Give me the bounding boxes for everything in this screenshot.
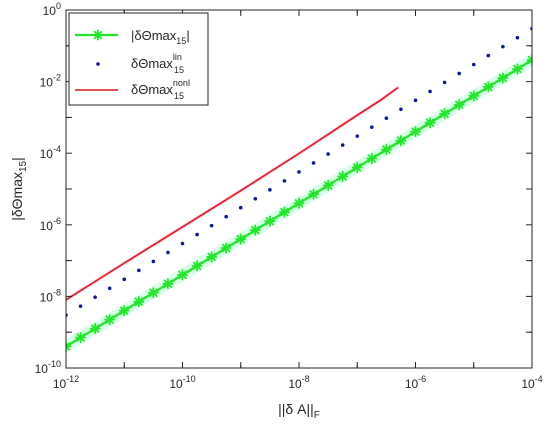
series-2-line [66, 86, 399, 301]
series-0-marker [511, 63, 523, 75]
series-0-marker [206, 251, 218, 263]
x-tick-label: 10-6 [405, 374, 426, 391]
series-0-marker [235, 233, 247, 245]
series-0-marker [526, 54, 532, 66]
series-1-point [122, 277, 127, 282]
series-1-point [399, 107, 403, 112]
series-0-marker [176, 269, 189, 281]
legend-label-lin: δΘmaxlin 15 [131, 52, 184, 75]
legend-entry-abs: |δΘmax15| [75, 28, 190, 46]
series-1-point [282, 179, 287, 183]
series-1-point [151, 259, 156, 264]
series-0-marker [264, 215, 276, 227]
y-tick-label: 10-4 [40, 144, 61, 161]
series-0-marker [118, 305, 130, 317]
series-0-marker [133, 296, 145, 308]
series-0-marker [89, 323, 101, 335]
series-0-marker [439, 108, 451, 120]
series-1-point [340, 143, 345, 147]
series-1-point [486, 53, 491, 58]
series-0-marker [453, 99, 465, 111]
series-0-marker [162, 278, 174, 290]
series-0-marker [468, 90, 480, 102]
legend-entry-nonl: δΘmaxnonl 15 [75, 78, 190, 101]
series-1-point [137, 268, 141, 273]
series-layer [66, 26, 532, 353]
series-0-marker [482, 81, 494, 93]
series-1-point [457, 71, 461, 76]
x-axis-label: ||δ A||F [278, 401, 320, 421]
series-1-point [253, 196, 258, 201]
series-0-marker [278, 206, 290, 218]
tick-layer: 10-12 10-10 10-8 10-6 10-410-1010-810-610-41… [35, 1, 543, 391]
series-1-point [166, 250, 170, 255]
series-1-point [93, 295, 97, 300]
legend-entry-lin: δΘmaxlin 15 [96, 52, 184, 75]
series-0-marker [147, 287, 159, 299]
series-1-point [195, 232, 199, 237]
y-tick-label: 100 [43, 1, 61, 18]
series-1-point [384, 116, 389, 121]
x-tick-label: 10-4 [521, 374, 542, 391]
series-1-point [515, 35, 520, 40]
series-0-marker [337, 170, 349, 182]
series-1-point [501, 44, 505, 49]
series-1-point [471, 62, 476, 67]
series-1-point [326, 152, 330, 156]
series-1-point [370, 125, 374, 129]
x-tick-label: 10-12 [53, 374, 79, 391]
y-tick-label: 10-2 [40, 73, 61, 90]
series-0-marker [380, 144, 392, 156]
legend: |δΘmax15| δΘmaxlin 15 δΘmaxnonl 15 [68, 12, 209, 106]
legend-label-abs: |δΘmax15| [131, 28, 190, 46]
series-1-point [209, 223, 214, 228]
series-1-point [297, 170, 301, 174]
series-1-point [311, 161, 316, 165]
series-0-marker [424, 117, 436, 129]
series-1-point [224, 214, 228, 219]
series-0-marker [409, 126, 422, 138]
legend-swatch-abs-marker [92, 29, 104, 41]
series-1-point [107, 286, 112, 291]
series-0-marker [395, 135, 407, 147]
series-1-point [268, 188, 272, 192]
series-1-point [238, 205, 243, 210]
legend-label-nonl: δΘmaxnonl 15 [131, 78, 190, 101]
series-0-marker [191, 260, 203, 272]
series-1-point [180, 241, 185, 246]
y-tick-label: 10-6 [40, 216, 61, 233]
series-0-marker [249, 224, 261, 236]
series-0-marker [322, 179, 334, 191]
y-tick-label: 10-8 [40, 287, 61, 304]
legend-star-glyph [92, 29, 104, 41]
series-0-marker [104, 314, 116, 326]
series-0-marker [75, 331, 87, 343]
series-0-marker [366, 152, 378, 164]
series-1-point [355, 134, 360, 138]
series-1-point [413, 98, 418, 103]
series-1-point [78, 304, 83, 308]
series-0-marker [293, 197, 305, 209]
y-axis-label: |δΘmax15| [9, 157, 29, 221]
x-tick-label: 10-8 [288, 374, 309, 391]
series-0-marker [220, 242, 232, 254]
legend-swatch-lin [96, 62, 100, 66]
series-0-marker [308, 188, 320, 200]
series-1-point [428, 89, 432, 94]
series-0-marker [497, 72, 509, 84]
x-tick-label: 10-10 [169, 374, 195, 391]
y-tick-label: 10-10 [35, 359, 61, 376]
series-1-point [442, 80, 447, 85]
series-0-marker [351, 161, 363, 173]
